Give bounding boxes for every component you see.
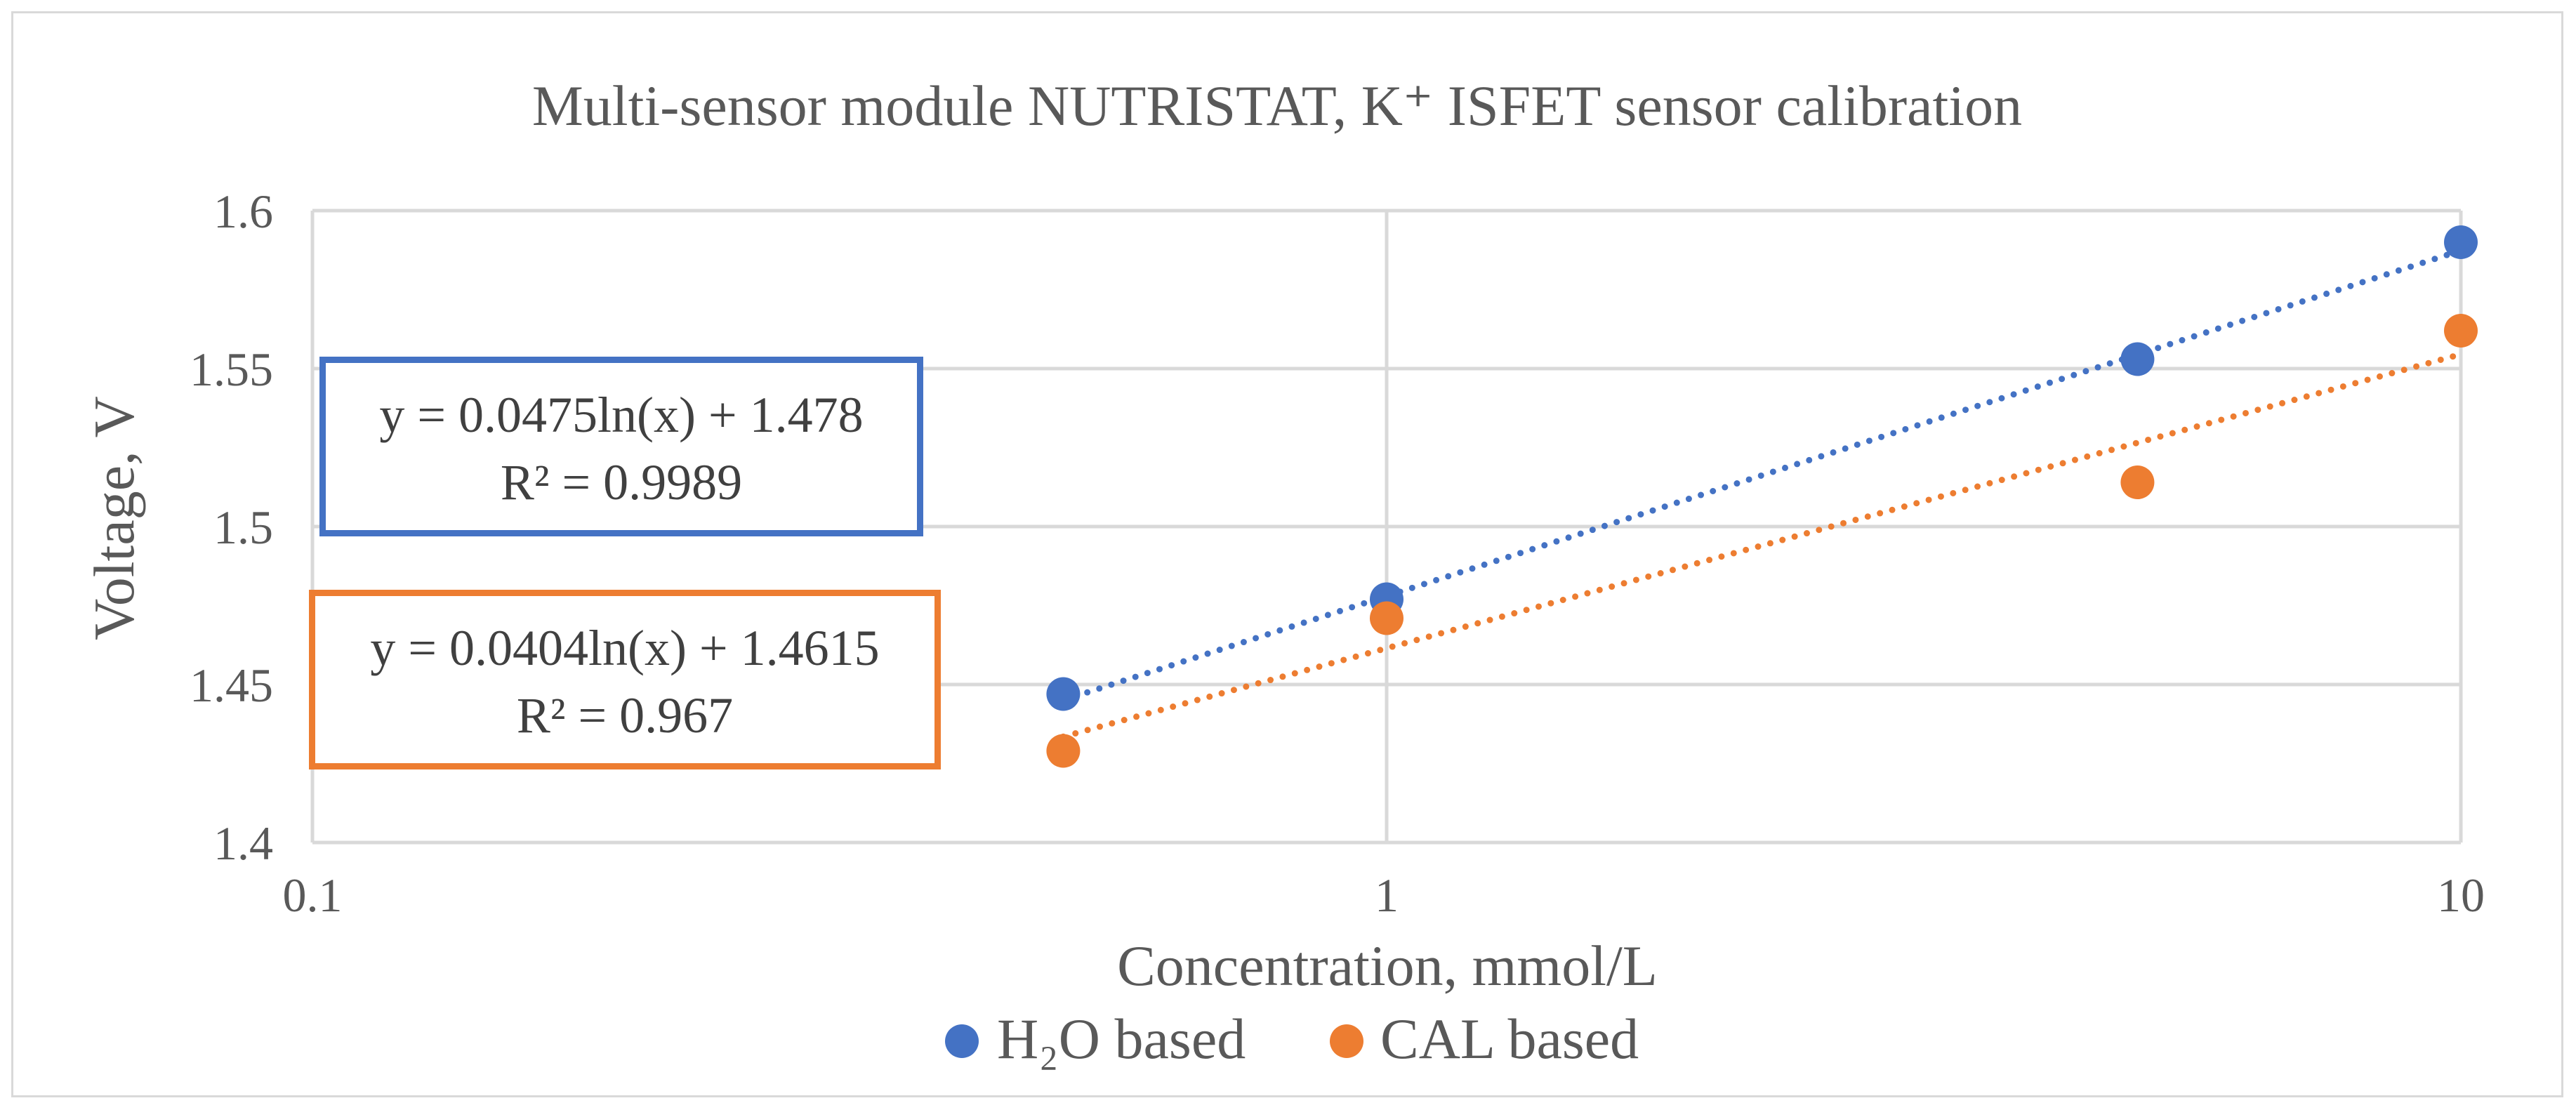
r-squared-h2o: R² = 0.9989 — [500, 454, 743, 510]
chart-title: Multi-sensor module NUTRISTAT, K⁺ ISFET … — [532, 74, 2022, 138]
r-squared-cal: R² = 0.967 — [516, 687, 734, 744]
legend-marker-cal — [1330, 1024, 1363, 1058]
trendlines — [1059, 247, 2464, 740]
y-tick-label: 1.6 — [213, 185, 273, 238]
y-tick-label: 1.55 — [190, 343, 273, 396]
legend-label-h2o: H₂O based — [997, 1007, 1246, 1071]
data-point-0-0 — [1046, 677, 1081, 711]
x-tick-label: 1 — [1375, 868, 1399, 922]
trendline-equation-cal: y = 0.0404ln(x) + 1.4615 R² = 0.967 — [309, 590, 941, 769]
chart-frame — [11, 11, 2563, 1097]
x-tick-label: 10 — [2437, 868, 2485, 922]
legend-item-cal: CAL based — [1330, 1007, 1639, 1071]
legend-marker-h2o — [945, 1024, 979, 1058]
data-point-1-0 — [1046, 734, 1081, 768]
y-tick-label: 1.45 — [190, 659, 273, 712]
y-tick-label: 1.4 — [213, 817, 273, 870]
legend-item-h2o: H₂O based — [945, 1007, 1246, 1071]
data-point-0-3 — [2444, 225, 2478, 259]
data-point-1-1 — [1370, 601, 1403, 635]
legend: H₂O based CAL based — [945, 1007, 1639, 1071]
data-point-1-2 — [2120, 465, 2155, 499]
x-axis-label: Concentration, mmol/L — [1117, 934, 1658, 998]
trendline-0 — [1059, 247, 2464, 703]
data-point-0-2 — [2120, 342, 2155, 376]
data-point-1-3 — [2444, 314, 2478, 348]
equation-cal: y = 0.0404ln(x) + 1.4615 — [370, 620, 880, 676]
equation-h2o: y = 0.0475ln(x) + 1.478 — [379, 387, 864, 443]
data-points — [1046, 225, 2478, 768]
legend-label-cal: CAL based — [1380, 1007, 1639, 1071]
y-axis-ticks: 1.4 1.45 1.5 1.55 1.6 — [190, 185, 273, 870]
trendline-1 — [1059, 351, 2464, 740]
y-tick-label: 1.5 — [213, 501, 273, 554]
x-axis-ticks: 0.1 1 10 — [283, 868, 2485, 922]
trendline-equation-h2o: y = 0.0475ln(x) + 1.478 R² = 0.9989 — [319, 357, 923, 536]
y-axis-label: Voltage, V — [82, 396, 146, 640]
x-tick-label: 0.1 — [283, 868, 343, 922]
